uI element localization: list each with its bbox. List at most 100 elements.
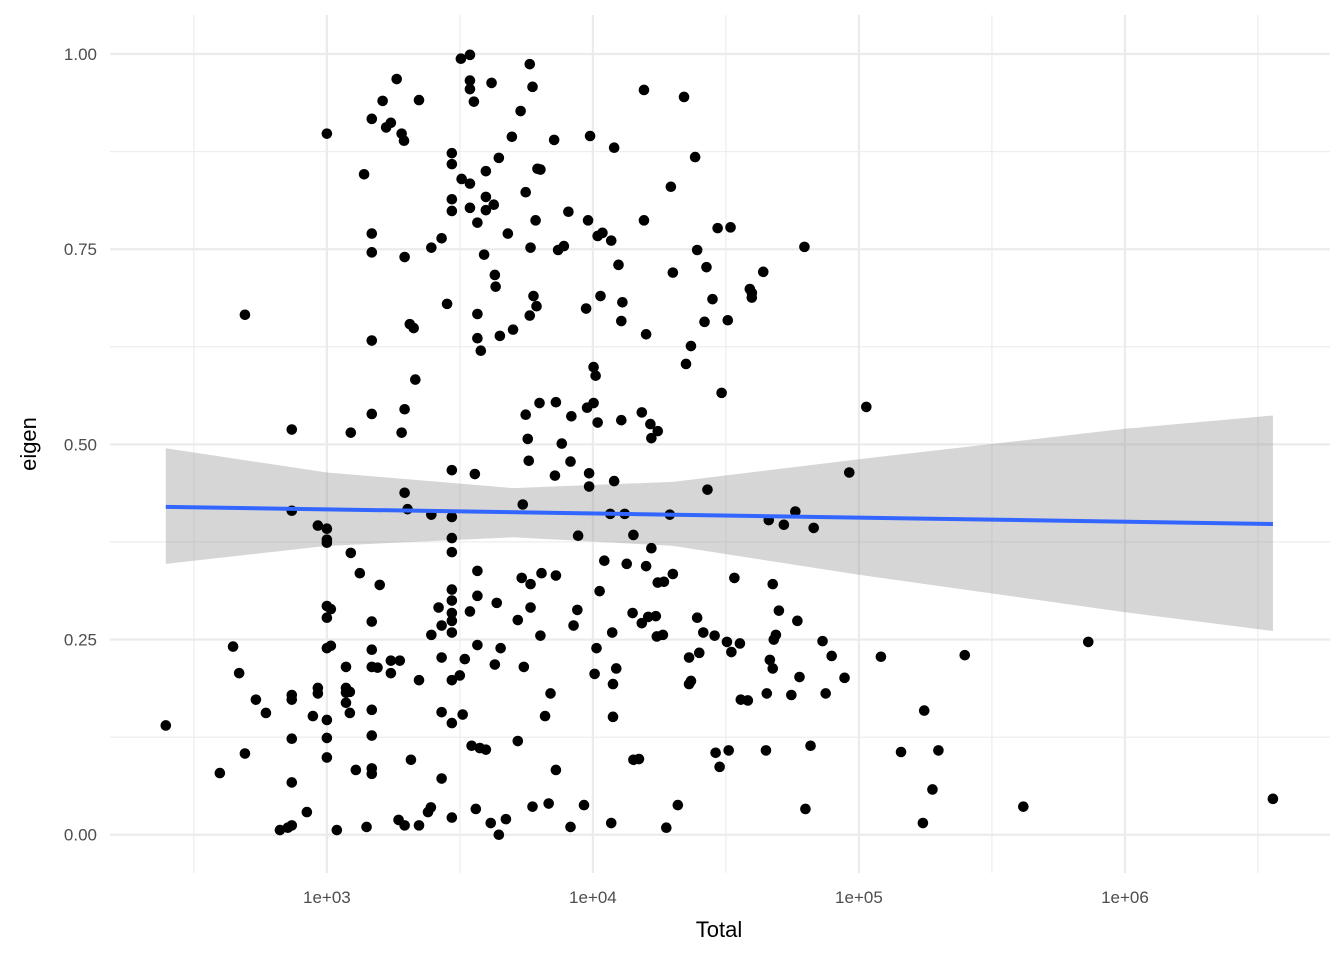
data-point <box>761 688 773 699</box>
data-point <box>398 135 410 146</box>
data-point <box>556 438 568 449</box>
data-point <box>678 91 690 103</box>
data-point <box>321 523 333 535</box>
data-point <box>590 370 601 381</box>
data-point <box>480 191 492 203</box>
data-point <box>446 193 458 205</box>
data-point <box>594 585 605 597</box>
data-point <box>366 335 378 346</box>
data-point <box>480 165 492 177</box>
data-point <box>606 627 618 638</box>
x-tick-label: 1e+05 <box>835 888 883 907</box>
x-tick-label: 1e+06 <box>1101 888 1149 907</box>
data-point <box>490 281 501 292</box>
data-point <box>767 578 779 590</box>
data-point <box>742 695 754 706</box>
data-point <box>722 314 734 326</box>
data-point <box>488 199 500 211</box>
data-point <box>436 706 447 718</box>
data-point <box>805 740 816 752</box>
data-point <box>685 675 697 687</box>
data-point <box>595 290 606 302</box>
confidence-band <box>165 415 1273 631</box>
fit-line-group <box>165 504 1273 527</box>
data-point <box>917 817 929 829</box>
data-point <box>500 813 512 825</box>
data-point <box>350 764 362 776</box>
data-point <box>680 358 692 370</box>
data-point <box>572 530 584 542</box>
data-point <box>721 636 733 648</box>
data-point <box>321 752 333 763</box>
data-point <box>799 241 810 253</box>
data-point <box>709 630 720 641</box>
data-point <box>239 748 251 759</box>
data-point <box>650 610 662 622</box>
data-point <box>665 181 677 193</box>
data-point <box>697 627 709 638</box>
data-point <box>366 247 378 258</box>
data-point <box>321 537 333 549</box>
data-point <box>539 710 551 722</box>
data-point <box>489 659 501 670</box>
data-point <box>725 222 736 233</box>
data-point <box>456 173 467 185</box>
data-point <box>565 456 576 467</box>
data-point <box>550 570 562 581</box>
data-point <box>691 612 703 624</box>
data-point <box>583 481 595 492</box>
data-point <box>436 232 447 244</box>
data-point <box>584 130 596 142</box>
y-axis-title: eigen <box>16 417 41 471</box>
data-point <box>638 215 650 226</box>
data-point <box>260 707 272 719</box>
data-point <box>582 215 594 226</box>
data-point <box>764 654 776 666</box>
data-point <box>608 475 620 487</box>
data-point <box>472 590 483 602</box>
data-point <box>286 820 298 831</box>
fit-line <box>165 504 1273 527</box>
data-point <box>394 655 406 666</box>
data-point <box>340 661 352 673</box>
data-point <box>214 767 226 779</box>
data-point <box>572 604 583 616</box>
data-point <box>714 761 725 773</box>
data-point <box>366 730 378 741</box>
data-point <box>605 817 617 829</box>
y-tick-label: 0.50 <box>64 435 97 454</box>
data-point <box>927 784 938 795</box>
data-point <box>491 597 503 609</box>
data-point <box>344 707 356 719</box>
data-point <box>646 542 657 554</box>
data-point <box>485 817 497 829</box>
data-point <box>588 397 599 409</box>
data-point <box>321 714 333 726</box>
data-point <box>396 427 407 438</box>
data-point <box>527 801 538 812</box>
data-point <box>464 202 476 214</box>
data-point <box>550 396 562 408</box>
data-point <box>746 292 758 303</box>
data-point <box>325 640 337 652</box>
data-point <box>464 83 476 95</box>
data-point <box>591 642 602 654</box>
data-point <box>457 709 469 720</box>
data-point <box>286 694 298 705</box>
data-point <box>895 746 907 758</box>
data-point <box>800 803 811 815</box>
data-point <box>410 374 421 385</box>
data-point <box>792 615 803 627</box>
data-point <box>512 735 524 747</box>
data-point <box>321 732 333 744</box>
data-point <box>786 689 797 701</box>
data-point <box>550 764 562 776</box>
data-point <box>286 733 298 745</box>
data-point <box>568 620 579 631</box>
data-point <box>566 410 577 422</box>
data-point <box>478 249 490 260</box>
data-point <box>512 614 524 626</box>
data-point <box>607 711 619 723</box>
data-point <box>543 798 554 809</box>
data-point <box>534 397 545 409</box>
